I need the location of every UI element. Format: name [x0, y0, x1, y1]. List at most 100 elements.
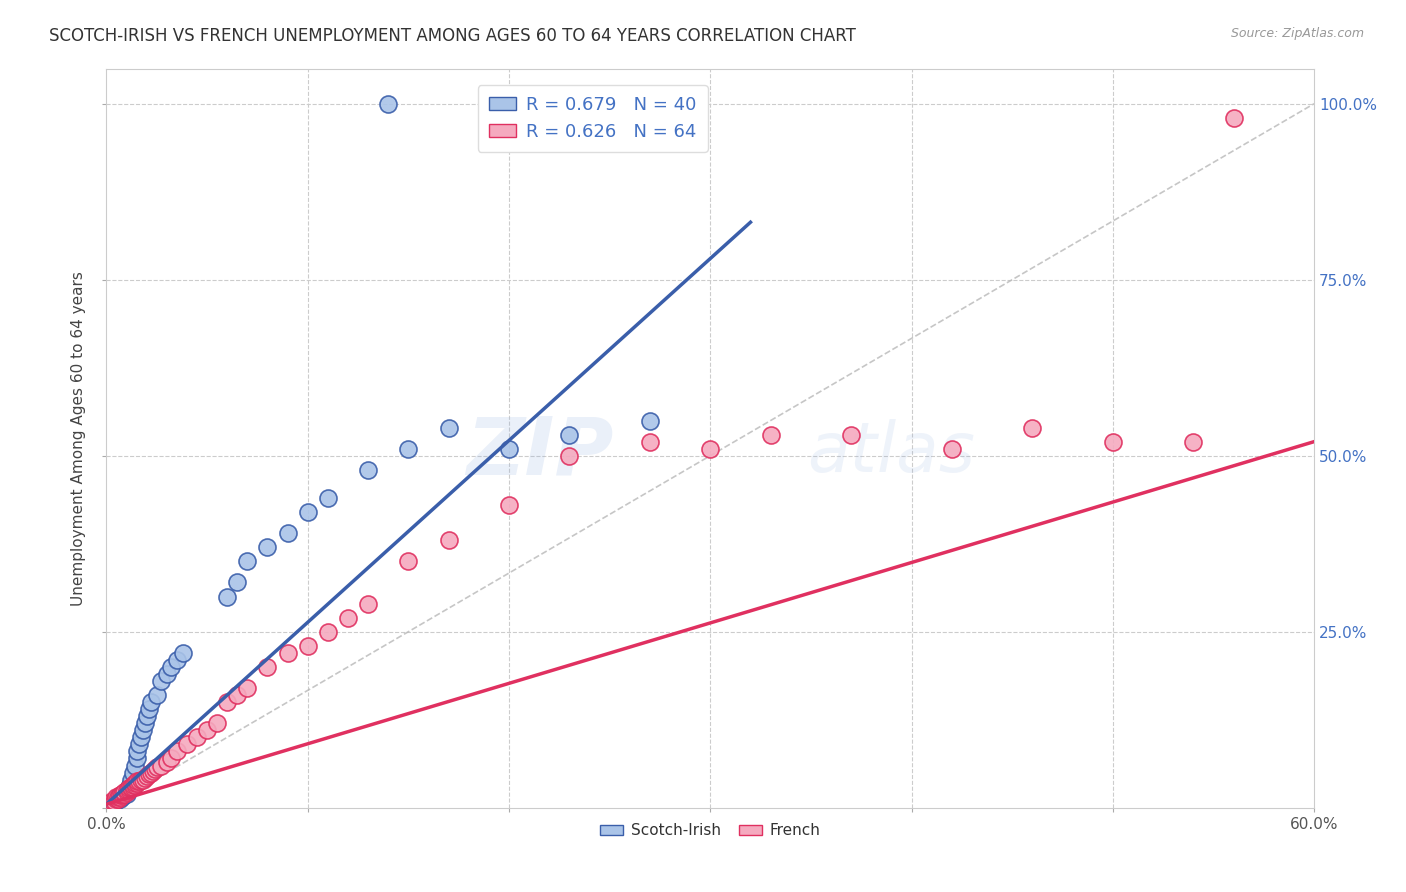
- Point: [110, 792, 132, 806]
- Point: [205, 716, 228, 731]
- Text: ZIP: ZIP: [467, 414, 613, 491]
- Point: [117, 780, 139, 794]
- Point: [120, 772, 142, 787]
- Point: [1222, 111, 1244, 125]
- Point: [1021, 420, 1043, 434]
- Point: [256, 660, 278, 674]
- Point: [115, 787, 138, 801]
- Point: [236, 681, 259, 695]
- Point: [131, 723, 153, 738]
- Point: [759, 427, 782, 442]
- Point: [336, 610, 359, 624]
- Point: [159, 660, 181, 674]
- Point: [114, 787, 136, 801]
- Point: [316, 624, 339, 639]
- Point: [115, 783, 138, 797]
- Point: [101, 794, 124, 808]
- Text: Source: ZipAtlas.com: Source: ZipAtlas.com: [1230, 27, 1364, 40]
- Point: [217, 590, 239, 604]
- Point: [120, 780, 142, 795]
- Point: [111, 790, 134, 805]
- Point: [498, 442, 520, 456]
- Point: [114, 785, 136, 799]
- Point: [396, 442, 419, 456]
- Point: [297, 639, 319, 653]
- Point: [277, 646, 299, 660]
- Point: [121, 778, 143, 792]
- Point: [277, 526, 299, 541]
- Point: [125, 774, 148, 789]
- Point: [128, 738, 150, 752]
- Point: [186, 731, 208, 745]
- Point: [105, 790, 128, 805]
- Y-axis label: Unemployment Among Ages 60 to 64 years: Unemployment Among Ages 60 to 64 years: [72, 270, 86, 606]
- Point: [105, 792, 128, 806]
- Text: SCOTCH-IRISH VS FRENCH UNEMPLOYMENT AMONG AGES 60 TO 64 YEARS CORRELATION CHART: SCOTCH-IRISH VS FRENCH UNEMPLOYMENT AMON…: [49, 27, 856, 45]
- Point: [114, 788, 136, 802]
- Point: [172, 646, 194, 660]
- Point: [124, 758, 146, 772]
- Point: [125, 751, 148, 765]
- Point: [217, 695, 239, 709]
- Point: [145, 760, 167, 774]
- Point: [134, 771, 156, 785]
- Point: [156, 755, 179, 769]
- Point: [1101, 434, 1123, 449]
- Point: [145, 688, 167, 702]
- Point: [124, 778, 146, 792]
- Point: [120, 776, 142, 790]
- Point: [316, 491, 339, 505]
- Point: [226, 575, 249, 590]
- Point: [166, 744, 188, 758]
- Point: [377, 96, 399, 111]
- Point: [125, 744, 148, 758]
- Text: atlas: atlas: [807, 419, 974, 486]
- Point: [138, 767, 160, 781]
- Point: [558, 427, 581, 442]
- Point: [110, 790, 132, 805]
- Point: [110, 788, 132, 802]
- Point: [107, 790, 129, 805]
- Point: [117, 783, 139, 797]
- Point: [121, 765, 143, 780]
- Point: [437, 420, 460, 434]
- Point: [107, 792, 129, 806]
- Point: [297, 505, 319, 519]
- Point: [117, 780, 139, 795]
- Point: [166, 653, 188, 667]
- Point: [558, 449, 581, 463]
- Point: [105, 794, 128, 808]
- Point: [120, 780, 142, 794]
- Point: [125, 776, 148, 790]
- Legend: Scotch-Irish, French: Scotch-Irish, French: [593, 817, 827, 845]
- Point: [195, 723, 218, 738]
- Point: [103, 794, 125, 808]
- Point: [124, 776, 146, 790]
- Point: [638, 434, 661, 449]
- Point: [139, 765, 162, 780]
- Point: [111, 787, 134, 801]
- Point: [159, 751, 181, 765]
- Point: [176, 738, 198, 752]
- Point: [357, 597, 380, 611]
- Point: [143, 762, 166, 776]
- Point: [142, 764, 165, 779]
- Point: [138, 702, 160, 716]
- Point: [149, 758, 172, 772]
- Point: [357, 463, 380, 477]
- Point: [128, 774, 150, 789]
- Point: [396, 554, 419, 568]
- Point: [115, 785, 138, 799]
- Point: [437, 533, 460, 548]
- Point: [129, 731, 152, 745]
- Point: [135, 709, 157, 723]
- Point: [236, 554, 259, 568]
- Point: [129, 772, 152, 787]
- Point: [139, 695, 162, 709]
- Point: [156, 667, 179, 681]
- Point: [135, 769, 157, 783]
- Point: [131, 772, 153, 787]
- Point: [1182, 434, 1205, 449]
- Point: [256, 541, 278, 555]
- Point: [134, 716, 156, 731]
